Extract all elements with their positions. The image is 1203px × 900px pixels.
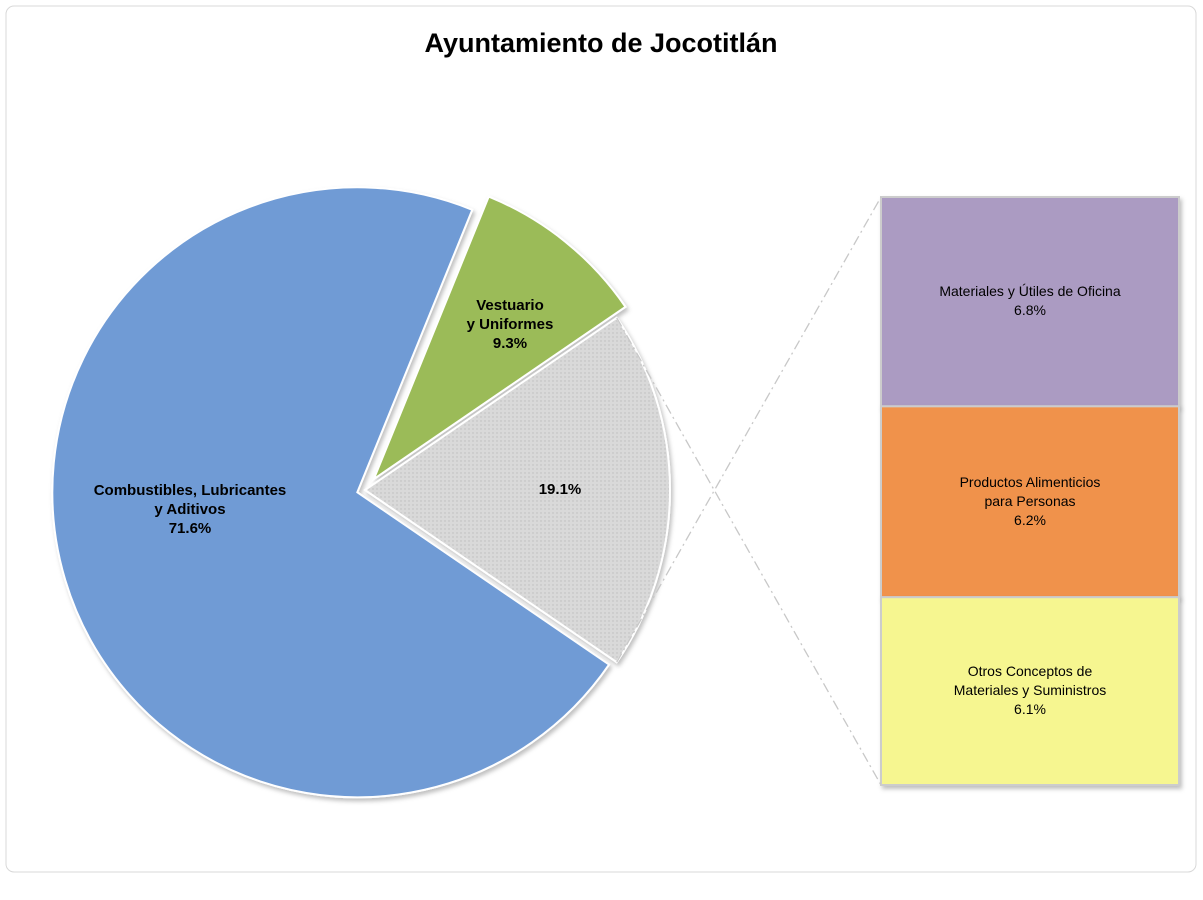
- data-label: 19.1%: [539, 481, 582, 498]
- label-line: Vestuario: [476, 297, 544, 314]
- label-line: y Uniformes: [467, 316, 554, 333]
- label-line: Materiales y Suministros: [954, 682, 1107, 698]
- bar-segment: [880, 405, 1180, 599]
- label-line: y Aditivos: [154, 501, 225, 518]
- label-line: 19.1%: [539, 481, 582, 498]
- data-label: Otros Conceptos de Materiales y Suministr…: [954, 663, 1107, 717]
- label-line: para Personas: [984, 492, 1075, 508]
- data-label: Materiales y Útiles de Oficina 6.8%: [939, 283, 1121, 318]
- label-line: Materiales y Útiles de Oficina: [939, 283, 1121, 299]
- label-line: Combustibles, Lubricantes: [94, 482, 287, 499]
- label-line: 71.6%: [169, 520, 212, 537]
- label-line: 6.2%: [1014, 511, 1046, 527]
- pie-slice: [371, 195, 627, 482]
- label-line: 6.8%: [1014, 302, 1046, 318]
- connector: [616, 317, 882, 786]
- label-line: Otros Conceptos de: [968, 663, 1093, 679]
- label-line: Productos Alimenticios: [960, 473, 1101, 489]
- bar-segment: [880, 196, 1180, 408]
- data-label: Vestuario y Uniformes 9.3%: [467, 297, 554, 352]
- data-label: Combustibles, Lubricantes y Aditivos 71.6%: [94, 482, 287, 537]
- bar-segment: [880, 596, 1180, 786]
- label-line: 6.1%: [1014, 701, 1046, 717]
- connector: [616, 196, 882, 663]
- pie-slice: [51, 186, 611, 799]
- chart-title: Ayuntamiento de Jocotitlán: [424, 28, 777, 58]
- data-label: Productos Alimenticios para Personas 6.2%: [960, 473, 1101, 527]
- plot: Combustibles, Lubricantes y Aditivos 71.6%…: [51, 186, 1180, 799]
- label-line: 9.3%: [493, 335, 527, 352]
